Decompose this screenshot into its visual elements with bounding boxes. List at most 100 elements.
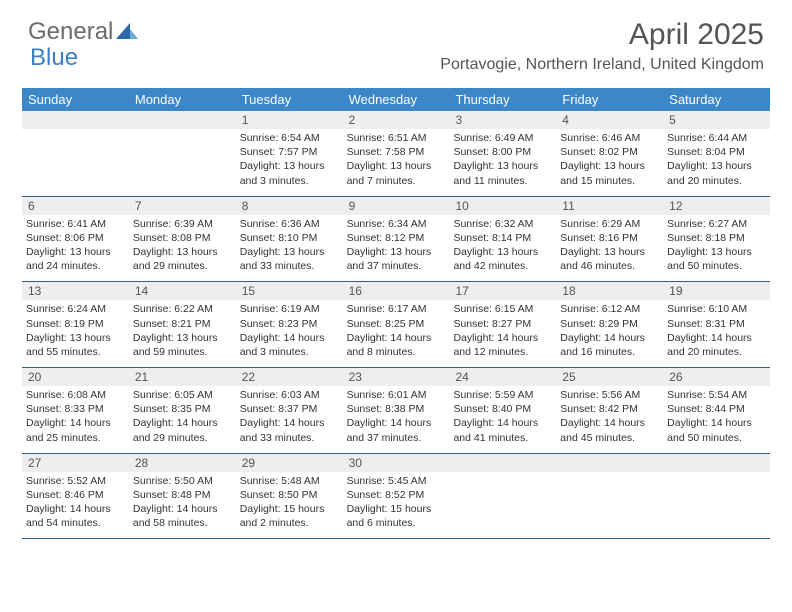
week-row: 6 Sunrise: 6:41 AMSunset: 8:06 PMDaylight… (22, 197, 770, 283)
sunrise-text: Sunrise: 5:56 AM (560, 388, 659, 402)
day-info: Sunrise: 6:12 AMSunset: 8:29 PMDaylight:… (556, 302, 663, 359)
sunrise-text: Sunrise: 6:32 AM (453, 217, 552, 231)
sunrise-text: Sunrise: 5:50 AM (133, 474, 232, 488)
day-cell: 29Sunrise: 5:48 AMSunset: 8:50 PMDayligh… (236, 454, 343, 539)
sunset-text: Sunset: 8:18 PM (667, 231, 766, 245)
sunrise-text: Sunrise: 6:51 AM (347, 131, 446, 145)
day-number: 5 (663, 111, 770, 129)
dow-friday: Friday (556, 88, 663, 111)
sunrise-text: Sunrise: 6:36 AM (240, 217, 339, 231)
sunrise-text: Sunrise: 6:44 AM (667, 131, 766, 145)
sunset-text: Sunset: 8:27 PM (453, 317, 552, 331)
daylight-text: Daylight: 15 hours and 6 minutes. (347, 502, 446, 530)
sunset-text: Sunset: 8:02 PM (560, 145, 659, 159)
sunset-text: Sunset: 8:14 PM (453, 231, 552, 245)
day-number: 4 (556, 111, 663, 129)
sunrise-text: Sunrise: 6:34 AM (347, 217, 446, 231)
sunrise-text: Sunrise: 6:39 AM (133, 217, 232, 231)
day-number: 25 (556, 368, 663, 386)
day-cell: 12 Sunrise: 6:27 AMSunset: 8:18 PMDayligh… (663, 197, 770, 282)
sunset-text: Sunset: 8:00 PM (453, 145, 552, 159)
day-number: 16 (343, 282, 450, 300)
daylight-text: Daylight: 14 hours and 33 minutes. (240, 416, 339, 444)
day-number: 2 (343, 111, 450, 129)
week-row: 27Sunrise: 5:52 AMSunset: 8:46 PMDayligh… (22, 454, 770, 540)
daylight-text: Daylight: 13 hours and 46 minutes. (560, 245, 659, 273)
day-number: 17 (449, 282, 556, 300)
day-cell: 20Sunrise: 6:08 AMSunset: 8:33 PMDayligh… (22, 368, 129, 453)
sunset-text: Sunset: 7:57 PM (240, 145, 339, 159)
day-number: 30 (343, 454, 450, 472)
sunrise-text: Sunrise: 6:12 AM (560, 302, 659, 316)
dow-tuesday: Tuesday (236, 88, 343, 111)
sunrise-text: Sunrise: 6:19 AM (240, 302, 339, 316)
sunrise-text: Sunrise: 6:29 AM (560, 217, 659, 231)
day-cell: 5Sunrise: 6:44 AMSunset: 8:04 PMDaylight… (663, 111, 770, 196)
day-info: Sunrise: 5:59 AMSunset: 8:40 PMDaylight:… (449, 388, 556, 445)
sunset-text: Sunset: 8:40 PM (453, 402, 552, 416)
sunrise-text: Sunrise: 6:03 AM (240, 388, 339, 402)
sunset-text: Sunset: 8:29 PM (560, 317, 659, 331)
daylight-text: Daylight: 13 hours and 33 minutes. (240, 245, 339, 273)
day-cell: 28Sunrise: 5:50 AMSunset: 8:48 PMDayligh… (129, 454, 236, 539)
day-cell: 11Sunrise: 6:29 AMSunset: 8:16 PMDayligh… (556, 197, 663, 282)
day-cell (663, 454, 770, 539)
day-info: Sunrise: 5:50 AMSunset: 8:48 PMDaylight:… (129, 474, 236, 531)
sunset-text: Sunset: 8:19 PM (26, 317, 125, 331)
logo-text-general: General (28, 18, 113, 46)
day-number: 24 (449, 368, 556, 386)
day-number (556, 454, 663, 472)
day-number: 1 (236, 111, 343, 129)
day-number (449, 454, 556, 472)
daylight-text: Daylight: 13 hours and 24 minutes. (26, 245, 125, 273)
weeks-container: 1 Sunrise: 6:54 AMSunset: 7:57 PMDaylight… (22, 111, 770, 539)
sunrise-text: Sunrise: 6:17 AM (347, 302, 446, 316)
days-of-week-row: Sunday Monday Tuesday Wednesday Thursday… (22, 88, 770, 111)
day-info: Sunrise: 6:46 AMSunset: 8:02 PMDaylight:… (556, 131, 663, 188)
day-cell: 4 Sunrise: 6:46 AMSunset: 8:02 PMDaylight… (556, 111, 663, 196)
day-cell: 22 Sunrise: 6:03 AMSunset: 8:37 PMDayligh… (236, 368, 343, 453)
day-info: Sunrise: 6:15 AMSunset: 8:27 PMDaylight:… (449, 302, 556, 359)
day-number: 14 (129, 282, 236, 300)
day-cell: 16 Sunrise: 6:17 AMSunset: 8:25 PMDayligh… (343, 282, 450, 367)
week-row: 1 Sunrise: 6:54 AMSunset: 7:57 PMDaylight… (22, 111, 770, 197)
daylight-text: Daylight: 13 hours and 55 minutes. (26, 331, 125, 359)
day-cell: 26Sunrise: 5:54 AMSunset: 8:44 PMDayligh… (663, 368, 770, 453)
daylight-text: Daylight: 14 hours and 12 minutes. (453, 331, 552, 359)
daylight-text: Daylight: 13 hours and 37 minutes. (347, 245, 446, 273)
day-cell: 21Sunrise: 6:05 AMSunset: 8:35 PMDayligh… (129, 368, 236, 453)
day-number: 22 (236, 368, 343, 386)
sunset-text: Sunset: 8:48 PM (133, 488, 232, 502)
day-info: Sunrise: 6:17 AMSunset: 8:25 PMDaylight:… (343, 302, 450, 359)
sunset-text: Sunset: 8:37 PM (240, 402, 339, 416)
sunrise-text: Sunrise: 5:45 AM (347, 474, 446, 488)
day-info: Sunrise: 6:39 AMSunset: 8:08 PMDaylight:… (129, 217, 236, 274)
day-info: Sunrise: 6:54 AMSunset: 7:57 PMDaylight:… (236, 131, 343, 188)
sunset-text: Sunset: 8:21 PM (133, 317, 232, 331)
day-number (129, 111, 236, 129)
sunset-text: Sunset: 8:46 PM (26, 488, 125, 502)
day-info: Sunrise: 6:36 AMSunset: 8:10 PMDaylight:… (236, 217, 343, 274)
daylight-text: Daylight: 13 hours and 50 minutes. (667, 245, 766, 273)
day-number: 12 (663, 197, 770, 215)
sunrise-text: Sunrise: 6:27 AM (667, 217, 766, 231)
daylight-text: Daylight: 14 hours and 3 minutes. (240, 331, 339, 359)
sunrise-text: Sunrise: 5:54 AM (667, 388, 766, 402)
sunset-text: Sunset: 8:25 PM (347, 317, 446, 331)
day-number: 19 (663, 282, 770, 300)
sunset-text: Sunset: 8:35 PM (133, 402, 232, 416)
daylight-text: Daylight: 14 hours and 25 minutes. (26, 416, 125, 444)
day-cell: 9Sunrise: 6:34 AMSunset: 8:12 PMDaylight… (343, 197, 450, 282)
day-number: 27 (22, 454, 129, 472)
day-info: Sunrise: 6:41 AMSunset: 8:06 PMDaylight:… (22, 217, 129, 274)
day-number: 7 (129, 197, 236, 215)
sunrise-text: Sunrise: 6:49 AM (453, 131, 552, 145)
daylight-text: Daylight: 14 hours and 54 minutes. (26, 502, 125, 530)
day-number: 6 (22, 197, 129, 215)
day-info: Sunrise: 6:08 AMSunset: 8:33 PMDaylight:… (22, 388, 129, 445)
daylight-text: Daylight: 14 hours and 37 minutes. (347, 416, 446, 444)
day-info: Sunrise: 5:45 AMSunset: 8:52 PMDaylight:… (343, 474, 450, 531)
daylight-text: Daylight: 13 hours and 3 minutes. (240, 159, 339, 187)
daylight-text: Daylight: 13 hours and 29 minutes. (133, 245, 232, 273)
day-number: 21 (129, 368, 236, 386)
